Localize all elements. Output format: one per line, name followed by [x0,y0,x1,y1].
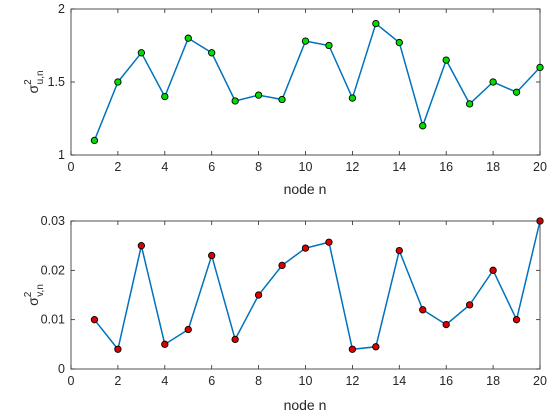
series-line [93,220,541,351]
x-axis-label: node n [284,397,327,413]
y-tick-label: 0.01 [41,313,65,327]
x-tick-label: 4 [161,374,168,388]
x-tick-label: 2 [114,160,121,174]
data-point [372,343,380,351]
data-point [395,246,403,255]
x-tick-label: 20 [533,160,547,174]
x-tick-label: 6 [208,374,215,388]
tick-layer: 0 2 4 6 8 10 12 14 16 18 20 1 1.5 2 [48,2,547,174]
y-tick-label: 0 [58,362,65,376]
data-point [254,91,263,99]
data-point [325,41,333,50]
x-tick-label: 12 [345,160,359,174]
y-axis-label-sup: 2 [23,291,34,297]
data-point [512,88,521,96]
data-point [137,49,146,57]
data-point [161,340,169,348]
x-tick-label: 8 [255,374,262,388]
data-point [465,100,474,108]
data-point [442,320,450,329]
data-point [348,345,357,353]
data-point [419,306,427,314]
x-tick-label: 12 [345,374,359,388]
x-tick-label: 14 [392,160,406,174]
series-layer [90,19,544,145]
data-point [395,38,403,47]
data-point [231,97,239,105]
x-tick-label: 16 [439,160,453,174]
y-tick-label: 0.03 [41,214,65,228]
y-axis-label-sub: u,n [35,70,46,84]
y-axis-label-base: σ [25,297,41,306]
x-tick-label: 2 [114,374,121,388]
data-point [301,244,310,252]
data-point [419,122,427,130]
y-axis-label: σ2v,n [23,284,46,306]
data-point [348,94,357,102]
x-tick-label: 10 [299,160,313,174]
data-point [278,95,286,104]
series-line [93,22,541,141]
x-tick-label: 18 [486,160,500,174]
y-tick-label: 1.5 [48,75,65,89]
data-point [114,345,122,353]
y-tick-label: 0.02 [41,263,65,277]
data-point [114,78,122,86]
x-tick-label: 8 [255,160,262,174]
data-point [536,63,544,72]
y-axis-label: σ2u,n [23,70,46,93]
data-point [184,34,192,42]
y-axis-label-base: σ [25,85,41,94]
data-point [137,242,146,250]
y-axis-label-sup: 2 [23,79,34,85]
x-tick-label: 18 [486,374,500,388]
data-point [465,301,474,309]
data-point [372,19,380,28]
plot-box [70,8,541,156]
tick-layer: 0 2 4 6 8 10 12 14 16 18 20 0 0.01 0.02 0.03 [41,214,547,388]
x-tick-label: 0 [68,374,75,388]
x-tick-label: 16 [439,374,453,388]
data-point [90,136,99,145]
y-tick-label: 1 [58,148,65,162]
data-point [161,92,169,101]
x-tick-label: 0 [68,160,75,174]
data-point [442,56,450,64]
x-tick-label: 10 [299,374,313,388]
x-tick-label: 20 [533,374,547,388]
data-point [208,251,216,260]
data-point [231,335,239,344]
x-tick-label: 4 [161,160,168,174]
x-tick-label: 6 [208,160,215,174]
data-point [489,266,497,274]
x-tick-label: 14 [392,374,406,388]
series-layer [90,217,544,353]
y-axis-label-sub: v,n [35,284,46,297]
data-point [254,291,263,299]
data-point [278,261,286,270]
x-axis-label: node n [284,181,327,197]
data-point [90,316,99,324]
data-point [512,316,521,324]
data-point [184,325,192,334]
data-point [325,238,333,246]
data-point [301,37,310,45]
data-point [489,78,497,86]
data-point [208,49,216,57]
y-tick-label: 2 [58,2,65,16]
